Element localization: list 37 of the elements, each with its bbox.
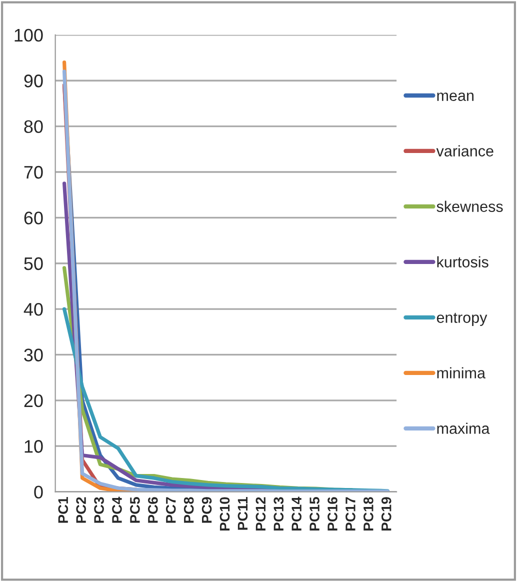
legend-label: entropy bbox=[436, 312, 488, 326]
x-tick-label: PC13 bbox=[274, 497, 284, 530]
y-tick-label: 90 bbox=[24, 74, 43, 88]
x-tick-label: PC2 bbox=[76, 497, 86, 523]
y-tick-label: 50 bbox=[24, 257, 43, 270]
y-tick-label: 40 bbox=[24, 302, 43, 316]
x-tick-label: PC10 bbox=[220, 497, 230, 530]
x-tick-label: PC8 bbox=[184, 497, 194, 523]
y-tick-label: 30 bbox=[24, 348, 43, 362]
x-tick-label: PC9 bbox=[202, 497, 212, 523]
x-tick-label: PC5 bbox=[130, 497, 140, 523]
y-tick-label: 70 bbox=[24, 166, 43, 179]
y-tick-label: 100 bbox=[14, 28, 43, 42]
y-tick-label: 80 bbox=[24, 120, 43, 134]
x-tick-label: PC12 bbox=[256, 497, 266, 530]
legend-label: maxima bbox=[437, 422, 490, 434]
legend-label: kurtosis bbox=[437, 256, 488, 268]
legend-label: mean bbox=[437, 92, 474, 101]
x-tick-label: PC18 bbox=[363, 497, 374, 530]
x-tick-label: PC17 bbox=[346, 497, 356, 530]
x-tick-label: PC1 bbox=[58, 497, 68, 523]
y-tick-label: 20 bbox=[24, 394, 43, 408]
legend-label: skewness bbox=[436, 200, 503, 212]
x-tick-label: PC4 bbox=[112, 496, 122, 523]
x-tick-label: PC14 bbox=[292, 496, 302, 530]
x-tick-label: PC15 bbox=[310, 497, 320, 530]
legend-label: minima bbox=[437, 367, 486, 378]
legend-label: variance bbox=[436, 145, 494, 156]
x-tick-label: PC16 bbox=[328, 497, 338, 530]
y-tick-label: 10 bbox=[24, 440, 43, 453]
x-tick-label: PC11 bbox=[238, 497, 248, 530]
x-tick-label: PC3 bbox=[94, 497, 104, 523]
y-tick-label: 60 bbox=[24, 212, 43, 224]
y-tick-label: 0 bbox=[34, 486, 43, 499]
x-tick-label: PC7 bbox=[166, 497, 176, 523]
x-tick-label: PC6 bbox=[148, 497, 158, 523]
x-tick-label: PC19 bbox=[381, 497, 392, 530]
